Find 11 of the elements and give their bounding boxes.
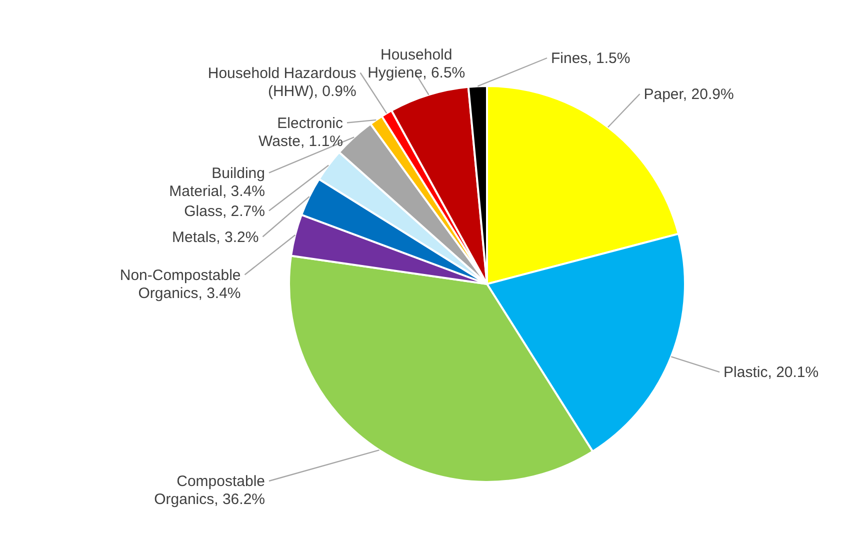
slice-label: Glass, 2.7% xyxy=(184,202,265,220)
slice-label: Compostable Organics, 36.2% xyxy=(154,473,265,508)
slice-label: Household Hazardous (HHW), 0.9% xyxy=(208,64,356,100)
slice-label: Non-Compostable Organics, 3.4% xyxy=(120,266,241,302)
slice-label: Fines, 1.5% xyxy=(551,50,630,67)
slice-label: Plastic, 20.1% xyxy=(724,364,819,382)
slice-label: Household Hygiene, 6.5% xyxy=(368,46,466,82)
slice-label: Metals, 3.2% xyxy=(172,228,259,246)
slice-label: Paper, 20.9% xyxy=(644,86,734,103)
slice-label: Electronic Waste, 1.1% xyxy=(258,114,344,150)
slice-label: Building Material, 3.4% xyxy=(169,164,265,200)
